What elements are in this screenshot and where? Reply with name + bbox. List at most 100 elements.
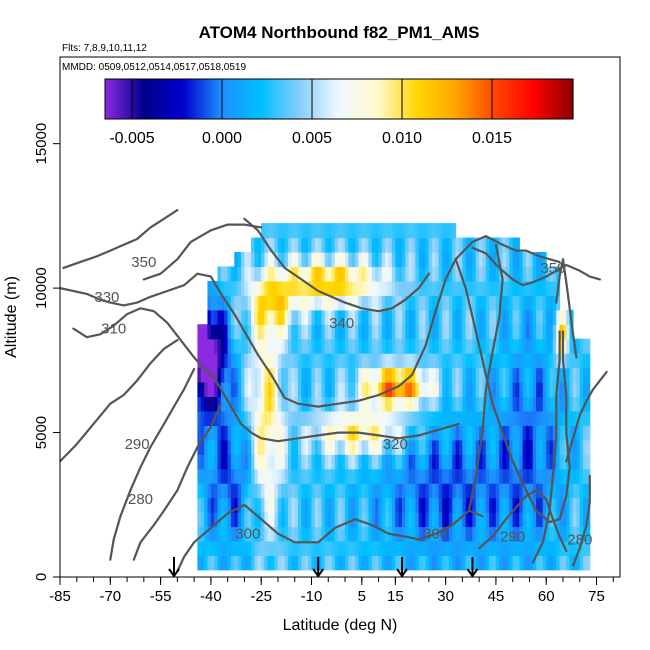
heatmap-cell xyxy=(479,338,484,354)
heatmap-cell xyxy=(331,454,336,470)
heatmap-cell xyxy=(274,555,279,571)
heatmap-cell xyxy=(358,396,363,412)
heatmap-cell xyxy=(200,540,205,556)
heatmap-cell xyxy=(458,382,463,398)
heatmap-cell xyxy=(334,252,339,268)
heatmap-cell xyxy=(210,483,215,499)
heatmap-cell xyxy=(314,266,319,282)
heatmap-cell xyxy=(237,309,242,325)
heatmap-cell xyxy=(321,425,326,441)
colorbar-swatch xyxy=(259,79,262,119)
heatmap-cell xyxy=(425,396,430,412)
colorbar-swatch xyxy=(359,79,362,119)
heatmap-cell xyxy=(569,353,574,369)
heatmap-cell xyxy=(492,540,497,556)
heatmap-cell xyxy=(412,497,416,513)
heatmap-cell xyxy=(542,468,547,484)
heatmap-cell xyxy=(445,338,450,354)
heatmap-cell xyxy=(321,324,326,340)
heatmap-cell xyxy=(301,309,306,325)
heatmap-cell xyxy=(220,410,225,426)
heatmap-cell xyxy=(492,280,497,296)
heatmap-cell xyxy=(522,468,527,484)
heatmap-cell xyxy=(227,540,232,556)
heatmap-cell xyxy=(287,353,292,369)
heatmap-cell xyxy=(522,295,527,311)
heatmap-cell xyxy=(428,555,433,571)
heatmap-cell xyxy=(485,468,490,484)
heatmap-cell xyxy=(512,439,517,455)
contour-line xyxy=(132,402,223,561)
heatmap-cell xyxy=(348,280,353,296)
heatmap-cell xyxy=(344,309,349,325)
heatmap-cell xyxy=(197,367,202,383)
colorbar-swatch xyxy=(205,79,208,119)
heatmap-cell xyxy=(529,497,534,513)
heatmap-cell xyxy=(227,295,232,311)
heatmap-cell xyxy=(244,295,249,311)
heatmap-cell xyxy=(398,367,403,383)
heatmap-cell xyxy=(408,309,413,325)
heatmap-cell xyxy=(546,280,551,296)
heatmap-cell xyxy=(207,526,212,542)
heatmap-cell xyxy=(448,367,453,383)
colorbar-swatch xyxy=(545,79,548,119)
heatmap-cell xyxy=(512,280,517,296)
heatmap-cell xyxy=(207,540,212,556)
heatmap-cell xyxy=(401,468,406,484)
heatmap-cell xyxy=(542,512,547,528)
heatmap-cell xyxy=(214,382,219,398)
heatmap-cell xyxy=(321,555,326,571)
colorbar-swatch xyxy=(345,79,348,119)
heatmap-cell xyxy=(512,367,517,383)
colorbar-swatch xyxy=(193,79,196,119)
colorbar-swatch xyxy=(385,79,388,119)
heatmap-cell xyxy=(546,555,551,571)
heatmap-cell xyxy=(412,324,416,340)
heatmap-cell xyxy=(388,353,393,369)
heatmap-cell xyxy=(254,237,259,253)
heatmap-cell xyxy=(448,223,453,239)
heatmap-cell xyxy=(291,468,296,484)
heatmap-cell xyxy=(271,266,276,282)
heatmap-cell xyxy=(579,540,584,556)
heatmap-cell xyxy=(271,439,276,455)
heatmap-cell xyxy=(398,353,403,369)
heatmap-cell xyxy=(583,540,587,556)
heatmap-cell xyxy=(308,266,312,282)
heatmap-cell xyxy=(334,468,339,484)
heatmap-cell xyxy=(519,396,524,412)
heatmap-cell xyxy=(462,555,467,571)
colorbar-swatch xyxy=(157,79,160,119)
heatmap-cell xyxy=(257,497,262,513)
heatmap-cell xyxy=(542,382,547,398)
heatmap-cell xyxy=(284,512,289,528)
heatmap-cell xyxy=(438,425,443,441)
heatmap-cell xyxy=(354,252,359,268)
heatmap-cell xyxy=(479,280,484,296)
heatmap-cell xyxy=(247,540,252,556)
heatmap-cell xyxy=(458,396,463,412)
heatmap-cell xyxy=(294,295,299,311)
heatmap-cell xyxy=(348,454,353,470)
heatmap-cell xyxy=(328,324,333,340)
heatmap-cell xyxy=(264,425,269,441)
heatmap-cell xyxy=(388,280,393,296)
heatmap-cell xyxy=(214,425,219,441)
heatmap-cell xyxy=(224,555,229,571)
heatmap-cell xyxy=(552,309,557,325)
heatmap-cell xyxy=(509,526,514,542)
heatmap-cell xyxy=(381,555,386,571)
heatmap-cell xyxy=(254,252,259,268)
heatmap-cell xyxy=(237,512,242,528)
heatmap-cell xyxy=(395,555,400,571)
heatmap-cell xyxy=(479,353,484,369)
heatmap-cell xyxy=(495,526,500,542)
heatmap-cell xyxy=(549,410,554,426)
heatmap-cell xyxy=(532,324,537,340)
heatmap-cell xyxy=(546,439,551,455)
heatmap-cell xyxy=(458,483,463,499)
heatmap-cell xyxy=(462,280,467,296)
heatmap-cell xyxy=(207,280,212,296)
